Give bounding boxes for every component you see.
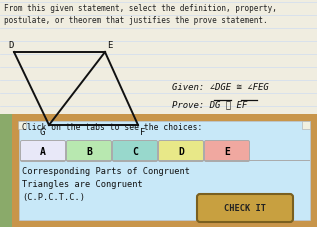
FancyBboxPatch shape [158,141,204,162]
Text: CHECK IT: CHECK IT [224,204,266,212]
Bar [302,121,310,129]
Bar [0,114,317,227]
Text: Click on the tabs to see the choices:: Click on the tabs to see the choices: [22,122,202,131]
FancyBboxPatch shape [21,141,66,162]
Bar [19,121,310,220]
Text: E: E [107,41,112,50]
Bar [0,114,12,227]
Text: From this given statement, select the definition, property,: From this given statement, select the de… [4,4,277,13]
FancyBboxPatch shape [197,194,293,222]
Text: F: F [140,127,146,136]
Text: Given: ∠DGE ≅ ∠FEG: Given: ∠DGE ≅ ∠FEG [172,83,269,92]
Text: A: A [40,146,46,156]
Text: E: E [224,146,230,156]
Text: Prove: DG ∥ EF: Prove: DG ∥ EF [172,100,247,109]
Bar [18,121,26,129]
FancyBboxPatch shape [204,141,249,162]
Text: C: C [132,146,138,156]
Bar [0,0,317,114]
Text: Corresponding Parts of Congruent: Corresponding Parts of Congruent [22,166,190,175]
Text: Triangles are Congruent: Triangles are Congruent [22,179,143,188]
Text: D: D [178,146,184,156]
Text: G: G [39,127,44,136]
FancyBboxPatch shape [67,141,112,162]
Text: (C.P.C.T.C.): (C.P.C.T.C.) [22,192,85,201]
Text: postulate, or theorem that justifies the prove statement.: postulate, or theorem that justifies the… [4,16,268,25]
Text: D: D [8,41,13,50]
Text: B: B [86,146,92,156]
FancyBboxPatch shape [113,141,158,162]
